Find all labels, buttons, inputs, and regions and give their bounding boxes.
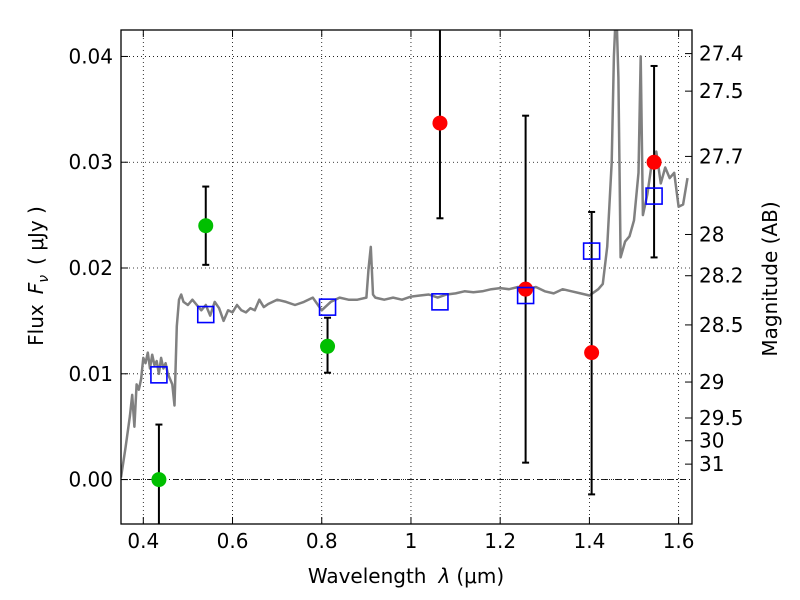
x-tick-label: 0.6 [217, 529, 249, 553]
y2-tick-label: 29 [699, 370, 724, 394]
model-photometry-square [196, 305, 215, 324]
y2-tick-label: 28.2 [699, 264, 744, 288]
y-tick-label: 0.02 [68, 256, 113, 280]
green-photometry-point [198, 218, 214, 234]
y-axis-title-main: Flux [24, 304, 48, 346]
red-photometry-point [518, 281, 534, 297]
model-spectrum-line [121, 30, 689, 478]
x-axis-title-symbol: λ [438, 564, 451, 588]
x-tick-label: 1 [405, 529, 418, 553]
y2-tick-label: 27.7 [699, 144, 744, 168]
model-photometry-square [516, 286, 535, 305]
y-axis-title-symbol: F [24, 282, 48, 294]
y-axis-title: Flux Fν ( μJy ) [24, 206, 52, 346]
y-tick-label: 0.00 [68, 468, 113, 492]
y-tick-label: 0.01 [68, 362, 113, 386]
model-photometry-square [431, 293, 449, 311]
grid [121, 30, 692, 524]
y2-tick-label: 28 [699, 222, 724, 246]
x-axis-title: Wavelength λ (μm) [308, 564, 504, 588]
plot-area [121, 30, 692, 524]
y-tick-label: 0.04 [68, 44, 113, 68]
y2-tick-label: 28.5 [699, 313, 744, 337]
x-tick-label: 1.2 [484, 529, 516, 553]
model-photometry-square [150, 366, 168, 384]
y-tick-label: 0.03 [68, 150, 113, 174]
model-photometry-square [582, 242, 601, 260]
x-tick-label: 1.6 [663, 529, 695, 553]
y-axis-title-subscript: ν [36, 275, 52, 283]
x-axis-title-unit: (μm) [456, 564, 504, 588]
axis-ticks: 0.4 0.6 0.8 1 1.2 1.4 1.6 0.00 0.01 0.02 0.03 0.04 2… [68, 30, 744, 553]
red-photometry-point [432, 115, 448, 131]
y2-tick-label: 31 [699, 452, 724, 476]
y2-tick-label: 27.4 [699, 42, 744, 66]
x-tick-label: 0.4 [127, 529, 159, 553]
model-photometry-square [318, 298, 337, 316]
x-tick-label: 1.4 [573, 529, 605, 553]
y2-tick-label: 30 [699, 429, 724, 453]
red-photometry-point [584, 345, 600, 361]
green-photometry-point [151, 472, 167, 488]
green-photometry-point [320, 338, 336, 354]
y2-axis-title: Magnitude (AB) [758, 201, 782, 356]
x-tick-label: 0.8 [306, 529, 338, 553]
y2-tick-label: 27.5 [699, 79, 744, 103]
red-photometry-point [646, 154, 662, 170]
x-axis-title-main: Wavelength [308, 564, 427, 588]
axes-frame [120, 29, 693, 525]
y-axis-title-unit: ( μJy ) [24, 206, 48, 265]
model-photometry-square [645, 187, 663, 205]
y2-tick-label: 29.5 [699, 406, 744, 430]
